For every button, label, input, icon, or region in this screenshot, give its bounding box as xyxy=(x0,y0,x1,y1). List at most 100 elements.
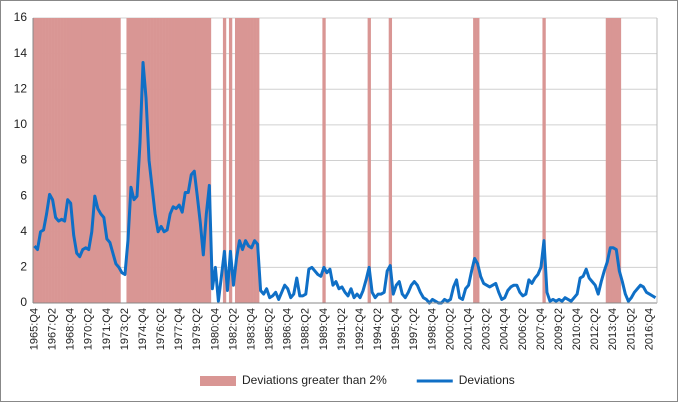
bar xyxy=(78,18,82,303)
bar xyxy=(614,18,619,303)
bar xyxy=(99,18,103,303)
x-tick-label: 2009:Q2 xyxy=(553,308,565,350)
y-tick-label: 6 xyxy=(20,188,27,202)
bar xyxy=(244,18,248,303)
bar xyxy=(222,18,227,303)
y-tick-label: 14 xyxy=(14,46,28,60)
bar xyxy=(114,18,118,303)
bar xyxy=(177,18,182,303)
bar xyxy=(153,18,157,303)
x-tick-label: 1991:Q2 xyxy=(336,308,348,350)
bar xyxy=(63,18,67,303)
y-tick-label: 16 xyxy=(14,10,28,24)
bar xyxy=(66,18,70,303)
y-tick-label: 10 xyxy=(14,117,28,131)
x-tick-label: 1968:Q4 xyxy=(65,308,77,350)
legend-label: Deviations greater than 2% xyxy=(242,373,387,387)
legend-swatch xyxy=(200,376,236,386)
bar xyxy=(36,18,40,303)
bar xyxy=(207,18,212,303)
bar xyxy=(84,18,88,303)
bar xyxy=(72,18,76,303)
bar xyxy=(105,18,109,303)
bar xyxy=(90,18,94,303)
bar xyxy=(87,18,91,303)
x-tick-label: 1988:Q2 xyxy=(300,308,312,350)
x-tick-label: 1970:Q2 xyxy=(83,308,95,350)
bar xyxy=(608,18,613,303)
bar xyxy=(247,18,251,303)
bar xyxy=(388,18,393,303)
bar xyxy=(51,18,55,303)
bar xyxy=(39,18,43,303)
bar xyxy=(96,18,100,303)
y-tick-label: 4 xyxy=(20,224,27,238)
bar xyxy=(156,18,160,303)
bar xyxy=(42,18,46,303)
bar xyxy=(150,18,154,303)
x-tick-label: 2013:Q4 xyxy=(607,308,619,350)
x-tick-label: 2004:Q4 xyxy=(499,308,511,350)
bar xyxy=(93,18,97,303)
bar xyxy=(33,18,37,303)
bar xyxy=(60,18,64,303)
bar xyxy=(144,18,148,303)
bar xyxy=(192,18,197,303)
bar xyxy=(250,18,254,303)
x-tick-label: 1982:Q2 xyxy=(227,308,239,350)
y-tick-label: 2 xyxy=(20,260,27,274)
x-tick-label: 1973:Q2 xyxy=(119,308,131,350)
bar xyxy=(102,18,106,303)
bar xyxy=(186,18,191,303)
bar xyxy=(204,18,209,303)
y-tick-label: 8 xyxy=(20,153,27,167)
bar xyxy=(171,18,175,303)
x-tick-label: 2012:Q2 xyxy=(589,308,601,350)
x-tick-label: 1992:Q4 xyxy=(354,308,366,350)
bar xyxy=(159,18,163,303)
bar xyxy=(180,18,185,303)
x-tick-label: 1965:Q4 xyxy=(28,308,40,350)
x-tick-label: 2001:Q4 xyxy=(463,308,475,350)
x-tick-label: 2003:Q2 xyxy=(481,308,493,350)
bar xyxy=(135,18,139,303)
bar xyxy=(111,18,115,303)
x-tick-label: 1971:Q4 xyxy=(101,308,113,350)
bar xyxy=(201,18,206,303)
x-tick-label: 1995:Q4 xyxy=(390,308,402,350)
bar xyxy=(174,18,178,303)
legend-label: Deviations xyxy=(459,373,515,387)
bar xyxy=(168,18,172,303)
bar xyxy=(48,18,52,303)
x-tick-label: 1989:Q4 xyxy=(318,308,330,350)
bar xyxy=(162,18,166,303)
bar xyxy=(253,18,257,303)
bar xyxy=(126,18,130,303)
bar xyxy=(54,18,58,303)
y-tick-label: 12 xyxy=(14,81,28,95)
bar xyxy=(605,18,610,303)
bar xyxy=(195,18,200,303)
bar xyxy=(183,18,188,303)
bar xyxy=(476,18,480,303)
bar xyxy=(234,18,239,303)
x-tick-label: 1983:Q4 xyxy=(245,308,257,350)
bar xyxy=(241,18,245,303)
x-tick-label: 1986:Q4 xyxy=(282,308,294,350)
line xyxy=(33,61,657,305)
x-tick-label: 1998:Q4 xyxy=(426,308,438,350)
bar xyxy=(228,18,233,303)
bar xyxy=(611,18,616,303)
bar xyxy=(322,18,326,303)
bar xyxy=(165,18,169,303)
x-tick-label: 1974:Q4 xyxy=(137,308,149,350)
x-tick-label: 2015:Q2 xyxy=(625,308,637,350)
bar xyxy=(81,18,85,303)
bar xyxy=(367,18,371,303)
bar xyxy=(45,18,49,303)
x-tick-label: 2010:Q4 xyxy=(571,308,583,350)
bar xyxy=(108,18,112,303)
x-tick-label: 2000:Q2 xyxy=(444,308,456,350)
